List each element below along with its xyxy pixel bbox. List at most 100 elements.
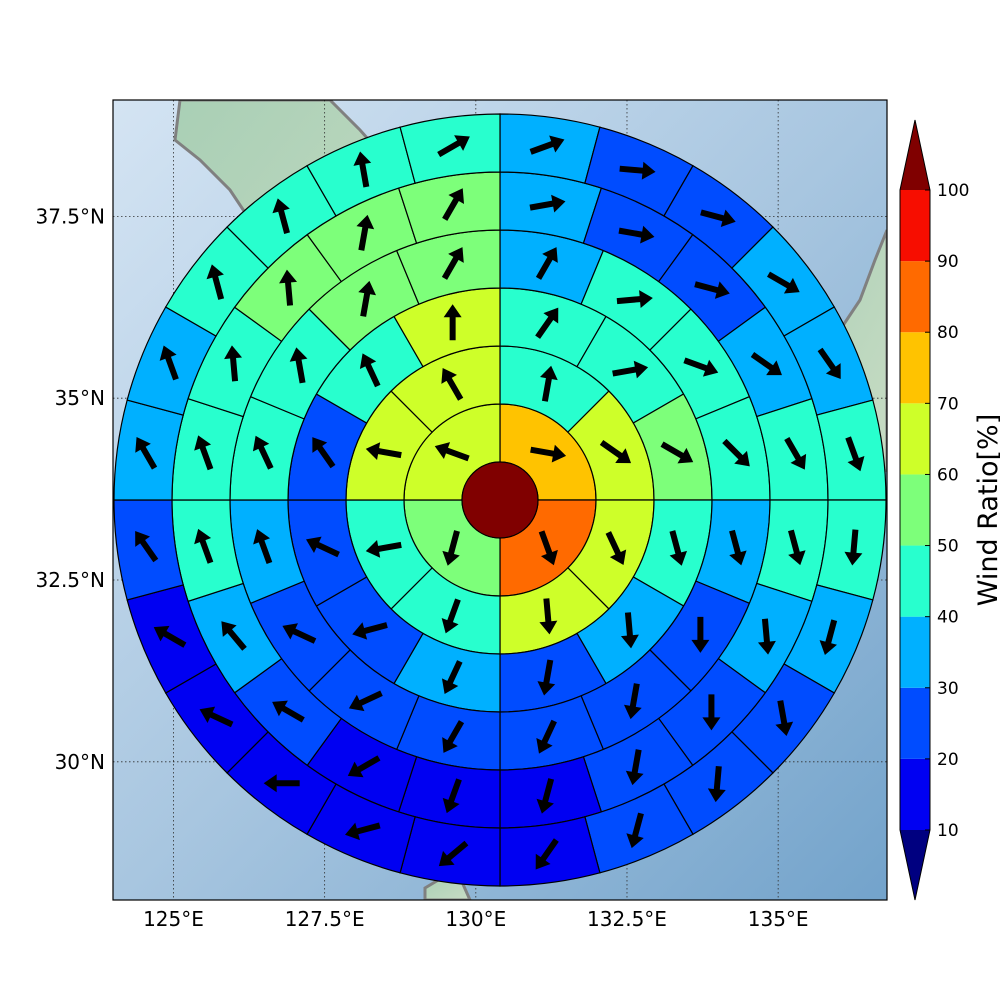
wind-arrow: [252, 435, 274, 470]
wind-arrow: [535, 307, 559, 339]
wind-arrow: [306, 536, 340, 558]
wind-arrow: [253, 529, 273, 565]
colorbar-tick-label: 40: [937, 608, 959, 628]
wind-arrow: [784, 437, 807, 470]
wind-arrow: [817, 347, 841, 379]
wind-arrow: [625, 749, 644, 786]
wind-arrow: [159, 345, 179, 381]
wind-arrow: [529, 194, 566, 213]
wind-arrow: [353, 151, 372, 188]
wind-arrows: [135, 135, 865, 870]
wind-arrow: [442, 188, 465, 221]
colorbar-band: [900, 616, 930, 688]
wind-arrow: [356, 214, 375, 251]
map-frame: [112, 99, 888, 901]
wind-arrow: [263, 774, 300, 793]
wind-arrow: [623, 683, 642, 720]
colorbar-band: [900, 474, 930, 546]
colorbar-band: [900, 190, 930, 262]
colorbar-label: Wind Ratio[%]: [973, 414, 1000, 606]
wind-arrow: [750, 352, 782, 376]
colorbar-band: [900, 332, 930, 404]
wind-arrow: [536, 778, 555, 814]
wind-arrow: [282, 623, 317, 644]
wind-arrow: [619, 161, 656, 180]
colorbar-band: [900, 687, 930, 759]
wind-arrow: [536, 719, 557, 754]
wind-arrow: [365, 540, 402, 558]
x-tick-label: 130°E: [445, 907, 506, 931]
wind-arrow: [206, 264, 225, 300]
wind-arrow: [660, 441, 694, 464]
wind-arrow: [194, 528, 214, 564]
wind-arrow: [442, 778, 462, 814]
y-tick-label: 32.5°N: [36, 568, 106, 592]
wind-arrow: [279, 269, 298, 306]
ring-sector: [113, 399, 184, 501]
wind-arrow: [819, 619, 838, 655]
wind-arrow: [539, 598, 558, 635]
ring-sector: [399, 816, 501, 887]
wind-arrow: [221, 621, 247, 651]
wind-arrow: [535, 247, 558, 280]
wind-arrow: [199, 706, 234, 728]
x-tick-label: 127.5°E: [285, 907, 365, 931]
wind-arrow: [443, 304, 462, 341]
wind-arrow: [359, 353, 381, 388]
wind-arrow: [722, 438, 750, 467]
wind-arrow: [775, 700, 794, 737]
colorbar-tick-label: 80: [937, 323, 959, 343]
wind-arrow: [135, 531, 159, 563]
y-axis-ticks: 30°N 32.5°N 35°N 37.5°N: [36, 204, 106, 773]
wind-arrow: [538, 530, 558, 566]
colorbar-tick-label: 90: [937, 252, 959, 272]
wind-arrow: [441, 247, 464, 280]
wind-arrow: [535, 838, 559, 870]
wind-arrow: [626, 812, 644, 849]
wind-arrow: [442, 530, 460, 566]
wind-arrow: [442, 720, 465, 753]
ring-sector: [499, 113, 601, 184]
wind-arrow: [530, 444, 567, 463]
colorbar-tick-label: 60: [937, 465, 959, 485]
wind-arrow: [700, 209, 736, 228]
wind-arrow: [441, 660, 463, 694]
wind-arrow: [694, 281, 730, 299]
wind-arrow: [272, 198, 290, 234]
wind-arrow: [312, 437, 336, 469]
wind-arrow: [616, 290, 653, 309]
wind-arrow: [135, 436, 158, 470]
colorbar-band: [900, 545, 930, 617]
wind-arrow: [844, 529, 863, 566]
colorbar-band: [900, 261, 930, 333]
wind-arrow: [365, 442, 402, 460]
wind-arrow: [599, 439, 632, 464]
wind-arrow: [702, 694, 721, 731]
colorbar-tick-label: 100: [937, 181, 969, 201]
wind-arrow: [224, 345, 243, 382]
wind-sector-rings: [113, 113, 887, 887]
colorbar-tick-label: 30: [937, 679, 959, 699]
x-axis-ticks: 125°E 127.5°E 130°E 132.5°E 135°E: [143, 907, 809, 931]
wind-arrow: [434, 442, 470, 462]
colorbar-tick-label: 70: [937, 394, 959, 414]
wind-arrow: [272, 700, 305, 723]
wind-arrow: [437, 135, 470, 158]
colorbar: 10 20 30 40 50 60 70 80 90 100 Wind Ratio[%]: [899, 119, 1000, 901]
wind-arrow: [767, 271, 800, 294]
x-tick-label: 135°E: [748, 907, 809, 931]
colorbar-ticks: 10 20 30 40 50 60 70 80 90 100: [925, 181, 969, 841]
wind-arrow: [289, 347, 308, 384]
wind-arrow: [441, 368, 464, 401]
wind-arrow: [691, 616, 710, 653]
wind-arrow: [605, 531, 627, 566]
center-cell: [461, 461, 539, 539]
colorbar-extend-min: [900, 830, 930, 900]
wind-arrow: [153, 625, 187, 648]
colorbar-tick-label: 20: [937, 750, 959, 770]
map-area: [112, 99, 888, 901]
colorbar-tick-label: 10: [937, 821, 959, 841]
wind-arrow: [757, 618, 776, 655]
wind-arrow: [669, 530, 688, 566]
